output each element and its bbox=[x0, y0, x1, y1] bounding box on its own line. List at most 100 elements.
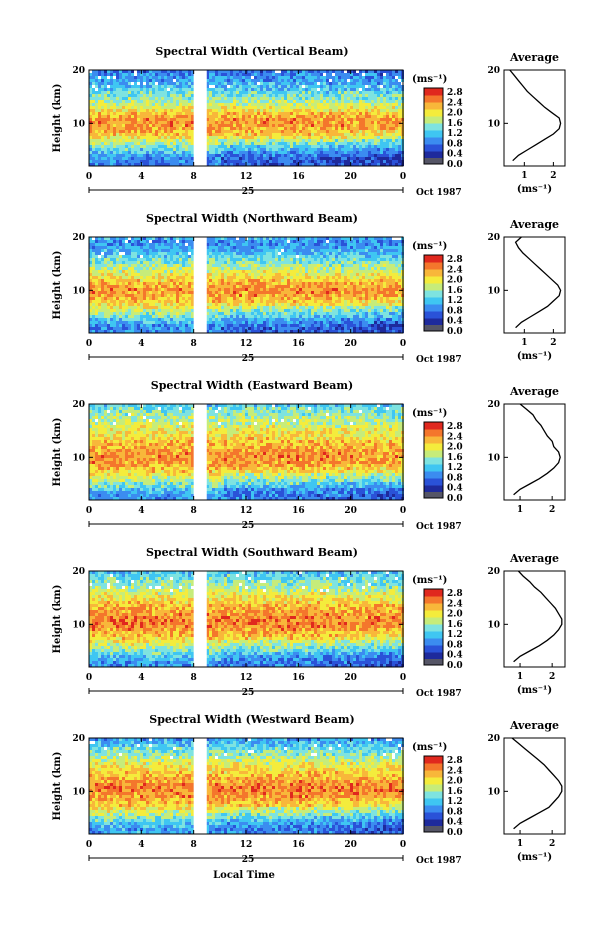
heatmap-cell bbox=[353, 106, 356, 109]
heatmap-cell bbox=[260, 142, 263, 145]
heatmap-cell bbox=[101, 246, 104, 249]
heatmap-cell bbox=[221, 160, 224, 163]
heatmap-cell bbox=[158, 246, 161, 249]
heatmap-cell bbox=[185, 70, 188, 73]
heatmap-cell bbox=[140, 115, 143, 118]
heatmap-cell bbox=[185, 106, 188, 109]
heatmap-cell bbox=[185, 288, 188, 291]
heatmap-cell bbox=[179, 91, 182, 94]
heatmap-cell bbox=[152, 109, 155, 112]
heatmap-cell bbox=[320, 112, 323, 115]
heatmap-cell bbox=[368, 258, 371, 261]
heatmap-cell bbox=[365, 94, 368, 97]
heatmap-cell bbox=[353, 273, 356, 276]
heatmap-cell bbox=[143, 136, 146, 139]
heatmap-cell bbox=[95, 249, 98, 252]
heatmap-cell bbox=[170, 163, 173, 166]
heatmap-cell bbox=[377, 73, 380, 76]
heatmap-cell bbox=[110, 148, 113, 151]
heatmap-cell bbox=[92, 267, 95, 270]
heatmap-cell bbox=[296, 97, 299, 100]
heatmap-cell bbox=[152, 285, 155, 288]
heatmap-cell bbox=[152, 276, 155, 279]
heatmap-cell bbox=[152, 145, 155, 148]
heatmap-cell bbox=[125, 88, 128, 91]
heatmap-cell bbox=[131, 115, 134, 118]
heatmap-cell bbox=[230, 121, 233, 124]
heatmap-cell bbox=[122, 127, 125, 130]
heatmap-cell bbox=[266, 133, 269, 136]
heatmap-cell bbox=[392, 273, 395, 276]
heatmap-cell bbox=[125, 118, 128, 121]
heatmap-cell bbox=[182, 118, 185, 121]
heatmap-cell bbox=[170, 100, 173, 103]
heatmap-cell bbox=[383, 127, 386, 130]
heatmap-cell bbox=[236, 103, 239, 106]
heatmap-cell bbox=[368, 130, 371, 133]
heatmap-cell bbox=[140, 243, 143, 246]
heatmap-cell bbox=[287, 237, 290, 240]
heatmap-cell bbox=[182, 139, 185, 142]
heatmap-cell bbox=[323, 267, 326, 270]
heatmap-cell bbox=[110, 258, 113, 261]
heatmap-cell bbox=[362, 237, 365, 240]
heatmap-cell bbox=[101, 267, 104, 270]
heatmap-cell bbox=[290, 240, 293, 243]
heatmap-cell bbox=[260, 73, 263, 76]
heatmap-cell bbox=[341, 85, 344, 88]
heatmap-cell bbox=[113, 264, 116, 267]
heatmap-cell bbox=[206, 255, 209, 258]
heatmap-cell bbox=[248, 124, 251, 127]
heatmap-cell bbox=[137, 157, 140, 160]
heatmap-cell bbox=[392, 97, 395, 100]
heatmap-cell bbox=[347, 282, 350, 285]
heatmap-cell bbox=[308, 249, 311, 252]
heatmap-cell bbox=[347, 100, 350, 103]
heatmap-cell bbox=[377, 127, 380, 130]
heatmap-cell bbox=[314, 115, 317, 118]
heatmap-cell bbox=[227, 73, 230, 76]
heatmap-cell bbox=[119, 154, 122, 157]
heatmap-cell bbox=[290, 237, 293, 240]
heatmap-cell bbox=[380, 267, 383, 270]
heatmap-cell bbox=[152, 112, 155, 115]
heatmap-cell bbox=[122, 154, 125, 157]
heatmap-cell bbox=[251, 79, 254, 82]
heatmap-cell bbox=[272, 70, 275, 73]
heatmap-cell bbox=[395, 106, 398, 109]
heatmap-cell bbox=[92, 142, 95, 145]
heatmap-cell bbox=[110, 154, 113, 157]
heatmap-cell bbox=[125, 145, 128, 148]
heatmap-cell bbox=[371, 112, 374, 115]
heatmap-cell bbox=[365, 79, 368, 82]
heatmap-cell bbox=[281, 121, 284, 124]
heatmap-cell bbox=[332, 279, 335, 282]
heatmap-cell bbox=[161, 106, 164, 109]
heatmap-cell bbox=[143, 163, 146, 166]
heatmap-cell bbox=[344, 82, 347, 85]
heatmap-cell bbox=[398, 279, 401, 282]
heatmap-cell bbox=[215, 115, 218, 118]
heatmap-cell bbox=[251, 240, 254, 243]
heatmap-cell bbox=[302, 142, 305, 145]
heatmap-cell bbox=[299, 276, 302, 279]
heatmap-cell bbox=[332, 148, 335, 151]
heatmap-cell bbox=[374, 94, 377, 97]
heatmap-cell bbox=[155, 270, 158, 273]
heatmap-cell bbox=[215, 246, 218, 249]
heatmap-cell bbox=[248, 85, 251, 88]
heatmap-cell bbox=[353, 243, 356, 246]
heatmap-cell bbox=[113, 246, 116, 249]
heatmap-cell bbox=[110, 261, 113, 264]
heatmap-cell bbox=[389, 255, 392, 258]
heatmap-cell bbox=[173, 106, 176, 109]
heatmap-cell bbox=[293, 70, 296, 73]
heatmap-cell bbox=[347, 85, 350, 88]
heatmap-cell bbox=[359, 282, 362, 285]
heatmap-cell bbox=[242, 91, 245, 94]
heatmap-cell bbox=[344, 273, 347, 276]
heatmap-cell bbox=[278, 79, 281, 82]
heatmap-cell bbox=[335, 163, 338, 166]
heatmap-cell bbox=[338, 91, 341, 94]
heatmap-cell bbox=[344, 112, 347, 115]
